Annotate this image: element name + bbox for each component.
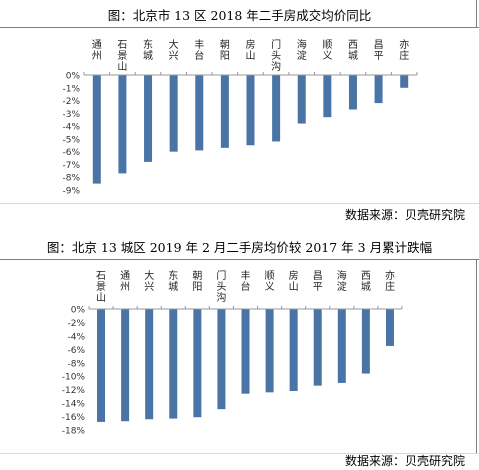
bar (121, 309, 130, 422)
x-category-label: 门头沟 (216, 269, 226, 304)
x-category-label: 昌平 (374, 39, 384, 62)
bar (169, 75, 178, 152)
y-tick-label: -6% (62, 148, 80, 158)
y-tick-label: -14% (62, 400, 86, 410)
x-category-label: 房山 (289, 269, 299, 293)
x-category-label: 西城 (361, 271, 371, 293)
bar (217, 309, 226, 410)
x-category-label: 昌平 (313, 270, 323, 293)
bar (400, 75, 409, 88)
y-tick-label: -16% (62, 413, 86, 423)
bar (246, 75, 255, 146)
source-divider (0, 203, 479, 204)
x-category-label: 东城 (143, 38, 153, 62)
bar (323, 75, 332, 118)
y-tick-label: -12% (62, 386, 86, 396)
x-category-label: 石景山 (96, 271, 106, 304)
bar (118, 75, 127, 174)
bar (193, 309, 202, 418)
x-category-label: 通州 (92, 39, 102, 62)
bar (97, 309, 106, 422)
bar (144, 75, 153, 162)
bar (195, 75, 204, 151)
chart-title: 图：北京市 13 区 2018 年二手房成交均价同比 (107, 8, 372, 23)
y-tick-label: 0% (66, 72, 81, 82)
bar (289, 309, 298, 392)
x-category-label: 大兴 (144, 269, 154, 293)
x-category-label: 石景山 (117, 40, 127, 73)
y-tick-label: -18% (62, 427, 86, 437)
title-divider (0, 259, 479, 260)
frame-edge (476, 0, 477, 27)
bar (337, 309, 346, 383)
x-category-label: 房山 (246, 38, 256, 62)
bar (297, 75, 306, 124)
y-tick-label: -4% (62, 123, 80, 133)
source-divider (0, 453, 479, 454)
y-tick-label: -8% (62, 174, 80, 184)
y-tick-label: -2% (67, 319, 85, 329)
bar-chart: 0% -2% -4% -6% -8% -10% -12% -14% -16% -18% 石景山 通州大… (62, 269, 403, 437)
y-tick-label: -3% (62, 110, 80, 120)
x-category-label: 西城 (348, 40, 358, 62)
y-tick-label: -4% (67, 332, 85, 342)
bar (145, 309, 154, 420)
y-tick-label: -6% (67, 346, 85, 356)
bar (92, 75, 101, 184)
y-tick-label: -1% (62, 84, 80, 94)
chart-panel-2: 图：北京 13 城区 2019 年 2 月二手房均价较 2017 年 3 月累计… (0, 234, 479, 470)
bar-chart: 0% -1% -2% -3% -4% -5% -6% -7% -8% -9% 通州 石景山 东城大兴丰台… (62, 38, 418, 197)
x-category-label: 海淀 (337, 269, 347, 293)
x-category-label: 海淀 (297, 38, 307, 62)
title-divider (0, 27, 479, 28)
chart-title: 图：北京 13 城区 2019 年 2 月二手房均价较 2017 年 3 月累计… (46, 240, 433, 255)
x-category-label: 大兴 (169, 38, 179, 62)
data-source: 数据来源：贝壳研究院 (344, 208, 465, 222)
x-category-label: 朝阳 (192, 270, 202, 293)
y-tick-label: -10% (62, 373, 86, 383)
bar (169, 309, 178, 419)
bar (265, 309, 274, 393)
y-tick-label: -9% (62, 187, 80, 197)
x-category-label: 亦庄 (399, 38, 409, 62)
bar (348, 75, 357, 110)
y-tick-label: -5% (62, 135, 80, 145)
y-tick-label: -7% (62, 161, 80, 171)
x-category-label: 丰台 (194, 38, 204, 62)
y-tick-label: -8% (67, 359, 85, 369)
y-tick-label: -2% (62, 97, 80, 107)
x-category-label: 东城 (168, 269, 178, 293)
bar (220, 75, 229, 148)
x-category-label: 朝阳 (220, 39, 230, 62)
bar (374, 75, 383, 104)
x-category-label: 通州 (120, 270, 130, 293)
y-tick-label: 0% (71, 306, 86, 316)
frame-edge (476, 259, 477, 453)
chart-panel-1: 图：北京市 13 区 2018 年二手房成交均价同比 0% -1% -2% -3% -4… (0, 0, 479, 232)
x-category-label: 亦庄 (385, 269, 395, 293)
x-category-label: 门头沟 (271, 38, 281, 73)
bar (385, 309, 394, 346)
x-category-label: 顺义 (322, 39, 332, 62)
x-category-label: 丰台 (241, 269, 251, 293)
bar (361, 309, 370, 374)
x-category-label: 顺义 (265, 270, 275, 293)
data-source: 数据来源：贝壳研究院 (344, 454, 465, 468)
bar (272, 75, 281, 142)
bar (313, 309, 322, 386)
bar (241, 309, 250, 394)
